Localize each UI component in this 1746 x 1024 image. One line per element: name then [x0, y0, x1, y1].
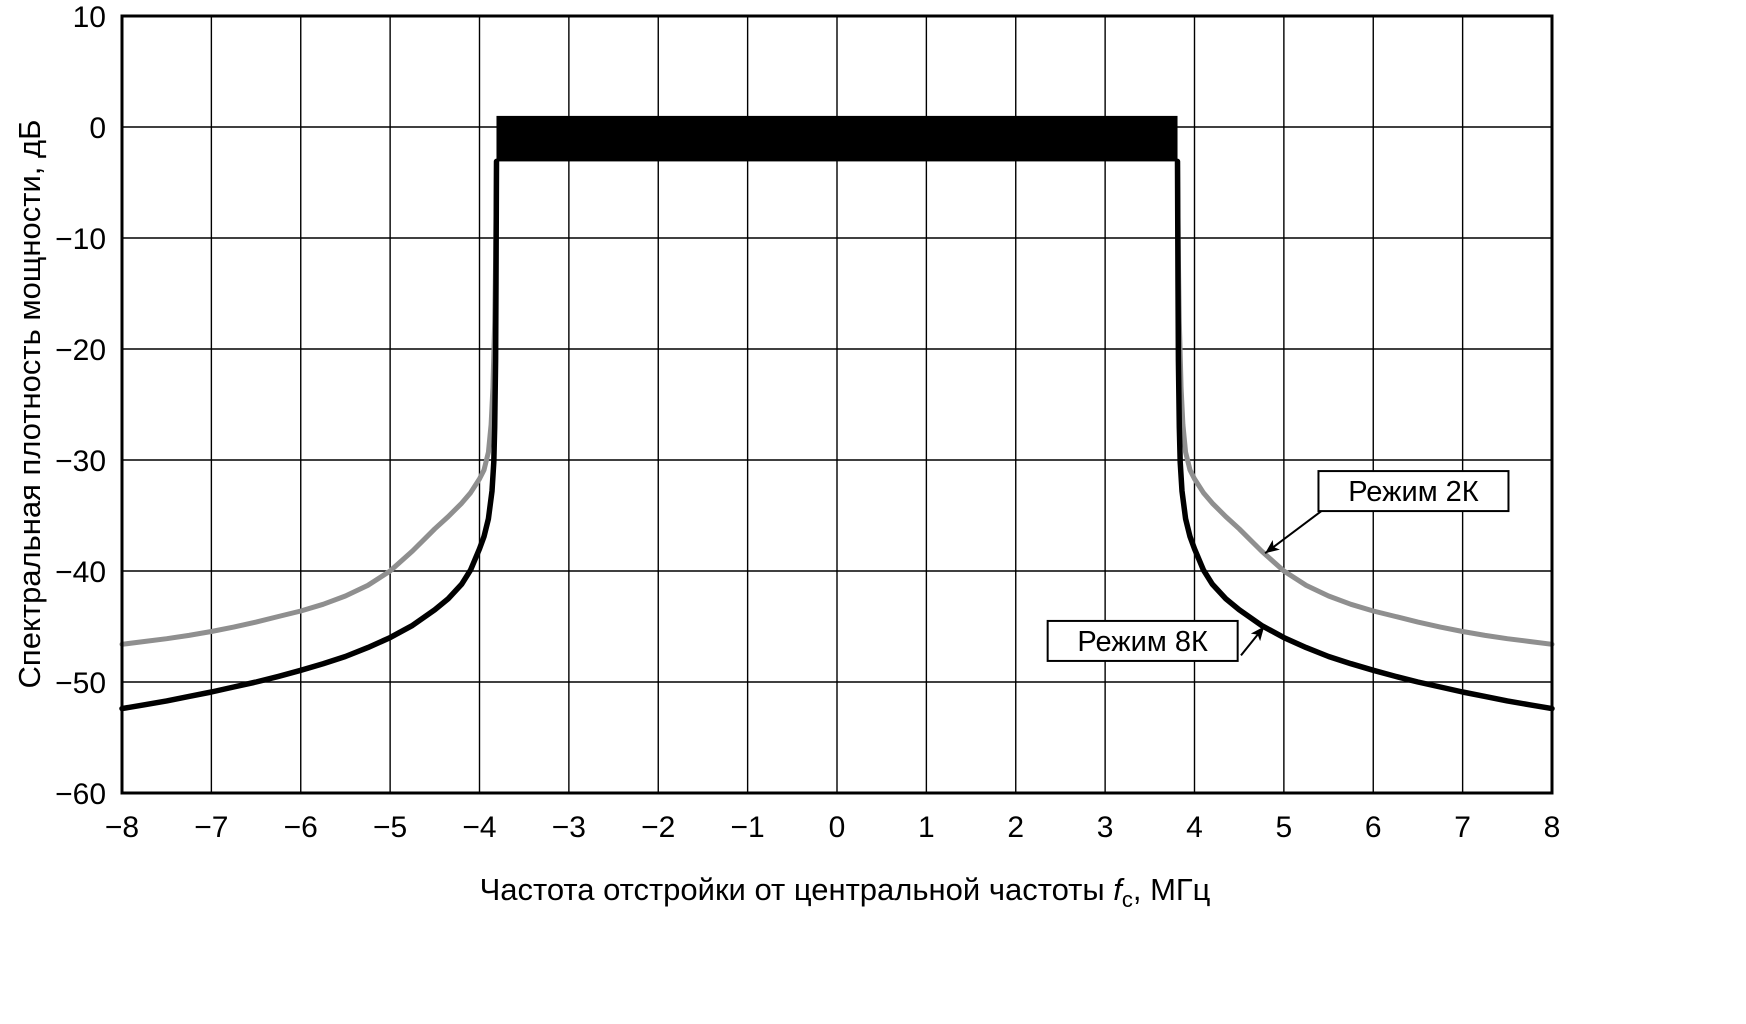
y-tick-label: −40 [55, 556, 106, 589]
x-tick-label: −4 [462, 811, 496, 844]
x-tick-label: −2 [641, 811, 675, 844]
annotation-label-8k: Режим 8К [1077, 626, 1208, 658]
x-tick-label: −1 [731, 811, 765, 844]
y-tick-label: −50 [55, 667, 106, 700]
x-tick-label: 5 [1276, 811, 1293, 844]
y-tick-label: −10 [55, 223, 106, 256]
x-tick-label: −7 [194, 811, 228, 844]
x-tick-label: −3 [552, 811, 586, 844]
annotation-arrow-2k [1264, 510, 1323, 555]
x-tick-label: 3 [1097, 811, 1114, 844]
annotation-arrow-8k [1240, 625, 1265, 656]
plot-area: −8 −7 −6 −5 −4 −3 −2 −1 0 1 2 3 4 5 6 7 8100−10−20−30−40… [55, 1, 1560, 844]
spectrum-curve-2k [119, 158, 499, 647]
x-tick-label: 8 [1544, 811, 1561, 844]
spectrum-curve-8k [1174, 158, 1555, 712]
x-tick-label: 4 [1186, 811, 1203, 844]
y-tick-label: −20 [55, 334, 106, 367]
annotation-box-8k [1046, 619, 1239, 662]
x-tick-label: −6 [284, 811, 318, 844]
y-axis-title: Спектральная плотность мощности, дБ [12, 120, 47, 689]
inband-spectrum-bar [496, 115, 1178, 162]
plot-border [120, 14, 1554, 795]
x-tick-label: 2 [1007, 811, 1024, 844]
spectrum-curve-8k [119, 158, 500, 712]
x-tick-label: −8 [105, 811, 139, 844]
x-tick-label: 0 [829, 811, 846, 844]
x-axis-title: Частота отстройки от центральной частоты… [480, 872, 1211, 912]
x-tick-label: 1 [918, 811, 935, 844]
x-tick-label: 7 [1454, 811, 1471, 844]
y-tick-label: −60 [55, 778, 106, 811]
y-tick-label: 0 [89, 112, 106, 145]
annotation-box-2k [1317, 470, 1510, 513]
x-tick-label: 6 [1365, 811, 1382, 844]
x-tick-label: −5 [373, 811, 407, 844]
x-axis-title-subscript: с [1122, 887, 1133, 912]
x-axis-title-prefix: Частота отстройки от центральной частоты [480, 872, 1114, 907]
x-axis-title-suffix: , МГц [1133, 872, 1211, 907]
y-tick-label: −30 [55, 445, 106, 478]
spectrum-curve-2k [1175, 158, 1555, 647]
y-tick-label: 10 [73, 1, 106, 34]
annotation-label-2k: Режим 2К [1348, 476, 1479, 508]
